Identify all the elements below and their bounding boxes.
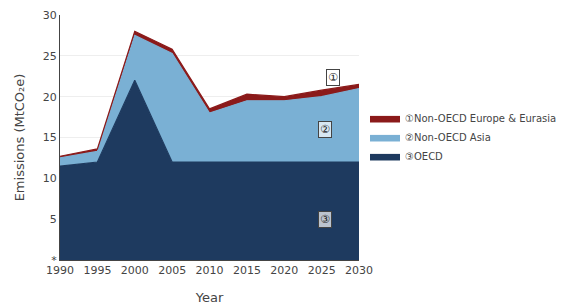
svg-text:2010: 2010 — [196, 264, 224, 277]
svg-text:①: ① — [328, 71, 338, 84]
svg-text:②: ② — [320, 123, 330, 136]
svg-text:2030: 2030 — [345, 264, 373, 277]
svg-text:②Non-OECD Asia: ②Non-OECD Asia — [405, 132, 491, 143]
svg-text:25: 25 — [43, 50, 57, 63]
svg-text:5: 5 — [50, 213, 57, 226]
svg-text:①Non-OECD Europe & Eurasia: ①Non-OECD Europe & Eurasia — [405, 113, 556, 124]
svg-text:1990: 1990 — [46, 264, 74, 277]
svg-text:20: 20 — [43, 91, 57, 104]
svg-text:2015: 2015 — [233, 264, 261, 277]
svg-text:15: 15 — [43, 131, 57, 144]
svg-text:30: 30 — [43, 9, 57, 22]
svg-text:2025: 2025 — [308, 264, 336, 277]
svg-text:10: 10 — [43, 172, 57, 185]
svg-text:*: * — [51, 254, 57, 267]
svg-text:③OECD: ③OECD — [405, 151, 443, 162]
svg-text:2000: 2000 — [121, 264, 149, 277]
svg-text:Emissions (MtCO₂e): Emissions (MtCO₂e) — [12, 74, 27, 202]
svg-text:③: ③ — [320, 213, 330, 226]
svg-text:2020: 2020 — [270, 264, 298, 277]
svg-text:1995: 1995 — [83, 264, 111, 277]
svg-text:2005: 2005 — [158, 264, 186, 277]
svg-text:Year: Year — [195, 290, 224, 305]
